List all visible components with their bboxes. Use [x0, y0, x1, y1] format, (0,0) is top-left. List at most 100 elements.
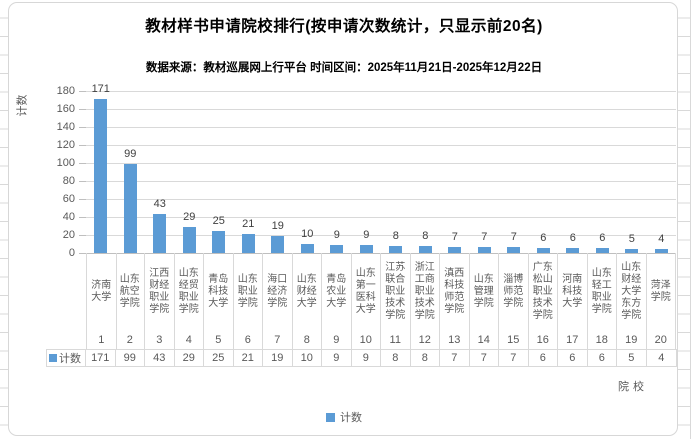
- bar: [566, 247, 580, 253]
- category-name-text: 江苏联合职业技术学院: [385, 262, 406, 321]
- x-axis-title: 院校: [618, 381, 648, 393]
- category-name-text: 山东航空学院: [119, 274, 140, 309]
- bar-value-label: 8: [422, 229, 429, 242]
- gridline: [86, 199, 676, 200]
- category-column: 青岛农业大学 9: [322, 253, 352, 349]
- category-rank: 1: [98, 334, 105, 346]
- category-rank: 9: [333, 334, 340, 346]
- y-axis-tick: [79, 235, 86, 236]
- category-column: 河南科技大学 17: [558, 253, 588, 349]
- y-tick-label: 140: [56, 121, 75, 133]
- bar: [153, 214, 167, 253]
- category-name: 山东航空学院: [116, 253, 145, 331]
- y-tick-label: 20: [62, 229, 75, 241]
- gridline: [86, 217, 676, 218]
- category-rank: 15: [507, 334, 520, 346]
- category-rank: 5: [215, 334, 222, 346]
- category-name: 菏泽学院: [647, 253, 676, 331]
- bar-value-label: 5: [628, 232, 635, 245]
- category-rank: 16: [536, 334, 549, 346]
- category-name-text: 青岛农业大学: [326, 274, 347, 309]
- category-name-text: 江西财经职业学院: [149, 268, 170, 315]
- bar-value-label: 10: [301, 228, 314, 240]
- bar: [330, 244, 344, 253]
- category-name: 河南科技大学: [558, 253, 587, 331]
- category-rank: 12: [418, 334, 431, 346]
- bar: [271, 235, 285, 253]
- category-name: 山东财经大学: [293, 253, 322, 331]
- category-name-text: 山东管理学院: [473, 274, 494, 309]
- category-column: 海口经济学院 7: [263, 253, 293, 349]
- bar-value-label: 6: [569, 231, 576, 244]
- data-table-value-cell: 19: [263, 349, 293, 367]
- category-column: 广东松山职业技术学院 16: [529, 253, 558, 349]
- category-rank: 3: [156, 334, 163, 346]
- y-axis-tick: [79, 127, 86, 128]
- category-name-text: 青岛科技大学: [208, 274, 229, 309]
- bar: [595, 247, 609, 253]
- category-name-text: 山东财经大学东方学院: [621, 262, 642, 321]
- bar-value-label: 6: [599, 231, 606, 244]
- y-axis-tick: [79, 217, 86, 218]
- category-rank: 18: [595, 334, 608, 346]
- category-column: 江西财经职业学院 3: [145, 253, 175, 349]
- category-name-text: 山东轻工职业学院: [591, 268, 612, 315]
- category-name-text: 海口经济学院: [267, 274, 288, 309]
- data-table-value-cell: 8: [410, 349, 440, 367]
- category-name: 山东轻工职业学院: [588, 253, 617, 331]
- category-name-text: 菏泽学院: [650, 280, 671, 303]
- category-rank: 8: [303, 334, 310, 346]
- category-column: 山东轻工职业学院 18: [588, 253, 617, 349]
- gridline: [86, 181, 676, 182]
- y-tick-label: 40: [62, 211, 75, 223]
- x-axis-line: [86, 253, 676, 254]
- y-axis-tick: [79, 109, 86, 110]
- category-rank: 7: [274, 334, 281, 346]
- data-table-value-cell: 6: [587, 349, 617, 367]
- chart-title: 教材样书申请院校排行(按申请次数统计，只显示前20名): [145, 18, 543, 35]
- category-column: 山东经贸职业学院 4: [175, 253, 204, 349]
- category-column: 山东财经大学 8: [293, 253, 322, 349]
- bar: [359, 244, 373, 253]
- bar-value-label: 4: [658, 233, 665, 246]
- bar: [477, 246, 491, 253]
- category-column: 山东管理学院 14: [470, 253, 499, 349]
- bar: [448, 246, 462, 253]
- category-rank: 4: [185, 334, 192, 346]
- category-column: 山东财经大学东方学院 19: [617, 253, 647, 349]
- category-rank: 10: [359, 334, 372, 346]
- data-table-value-cell: 4: [646, 349, 677, 367]
- category-name: 山东职业学院: [234, 253, 263, 331]
- category-rank: 13: [448, 334, 461, 346]
- data-table-value-cell: 5: [617, 349, 647, 367]
- category-column: 滇西科技师范学院 13: [440, 253, 470, 349]
- category-column: 山东职业学院 6: [234, 253, 263, 349]
- y-tick-label: 100: [56, 157, 75, 169]
- bar: [536, 247, 550, 253]
- bar: [389, 245, 403, 253]
- category-column: 济南大学 1: [86, 253, 117, 349]
- category-name: 山东财经大学东方学院: [617, 253, 646, 331]
- category-column: 青岛科技大学 5: [204, 253, 234, 349]
- data-table-value-cell: 7: [469, 349, 499, 367]
- category-name: 青岛农业大学: [322, 253, 351, 331]
- data-table-value-cell: 171: [86, 349, 116, 367]
- bar: [300, 244, 314, 253]
- bar-value-label: 8: [392, 229, 399, 242]
- data-table-value-cell: 6: [528, 349, 558, 367]
- bar-value-label: 7: [481, 230, 488, 243]
- category-name-text: 山东经贸职业学院: [178, 268, 199, 315]
- data-table-value-cell: 10: [292, 349, 322, 367]
- bar-value-label: 99: [124, 147, 137, 160]
- series-key-swatch-icon: [49, 354, 57, 362]
- bar-value-label: 9: [333, 228, 340, 241]
- bar: [654, 249, 668, 253]
- data-table-value-cell: 29: [174, 349, 204, 367]
- bar: [94, 99, 108, 253]
- category-name: 山东第一医科大学: [352, 253, 381, 331]
- data-table-value-cell: 43: [145, 349, 175, 367]
- category-name-text: 济南大学: [91, 280, 112, 303]
- bar-value-label: 25: [212, 214, 225, 227]
- bar: [241, 234, 255, 253]
- bar: [625, 248, 639, 253]
